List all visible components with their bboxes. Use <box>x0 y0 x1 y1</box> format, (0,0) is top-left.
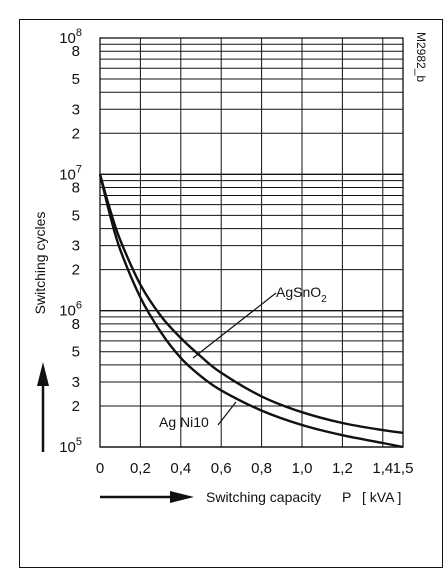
y-axis-title: Switching cycles <box>32 212 48 315</box>
leader-agni10 <box>217 401 237 426</box>
y-tick-label-minor: 5 <box>72 71 80 88</box>
series-line-agni10 <box>98 174 404 449</box>
y-tick-label-minor: 3 <box>72 238 80 255</box>
x-tick-label: 0,4 <box>170 460 191 477</box>
x-tick-label: 0,6 <box>211 460 232 477</box>
x-tick-label: 0 <box>96 460 104 477</box>
curves <box>98 173 404 449</box>
label-agni10: Ag Ni10 <box>159 414 209 430</box>
figure-id: M2982_b <box>414 32 428 82</box>
grid <box>99 37 404 448</box>
x-tick-label: 1,4 <box>372 460 393 477</box>
series-line-agsno2 <box>98 173 404 434</box>
y-tick-label-minor: 2 <box>72 398 80 415</box>
y-tick-label-minor: 8 <box>72 180 80 197</box>
y-tick-label-minor: 3 <box>72 101 80 118</box>
x-axis-unit: [ kVA ] <box>362 489 401 505</box>
y-tick-label-minor: 3 <box>72 374 80 391</box>
x-axis-title: Switching capacity <box>206 489 321 505</box>
y-tick-label-decade: 107 <box>59 163 82 183</box>
y-axis-arrow <box>37 362 49 452</box>
figure-border <box>19 19 443 568</box>
x-axis-symbol: P <box>342 489 351 505</box>
x-tick-label: 0,2 <box>130 460 151 477</box>
x-tick-label: 0,8 <box>251 460 272 477</box>
y-tick-label-minor: 8 <box>72 316 80 333</box>
y-tick-label-decade: 108 <box>59 27 82 47</box>
leader-lines <box>192 292 277 426</box>
x-tick-label: 1,0 <box>292 460 313 477</box>
leader-agsno2 <box>192 292 277 359</box>
x-axis-arrow <box>100 491 194 503</box>
label-agsno2: AgSnO2 <box>276 284 327 305</box>
y-tick-label-minor: 8 <box>72 43 80 60</box>
y-tick-label-minor: 5 <box>72 344 80 361</box>
x-tick-label: 1,5 <box>393 460 414 477</box>
x-tick-labels: 0 0,2 0,4 0,6 0,8 1,0 1,2 1,4 1,5 <box>96 460 414 477</box>
y-tick-label-decade: 106 <box>59 300 82 320</box>
y-tick-label-minor: 2 <box>72 262 80 279</box>
y-tick-labels: 105 106 107 108 2 3 5 8 2 3 5 8 2 3 5 8 <box>59 27 82 456</box>
x-tick-label: 1,2 <box>332 460 353 477</box>
y-tick-label-minor: 5 <box>72 207 80 224</box>
y-tick-label-minor: 2 <box>72 125 80 142</box>
y-tick-label-decade: 105 <box>59 436 82 456</box>
plot-area-border <box>99 37 404 448</box>
